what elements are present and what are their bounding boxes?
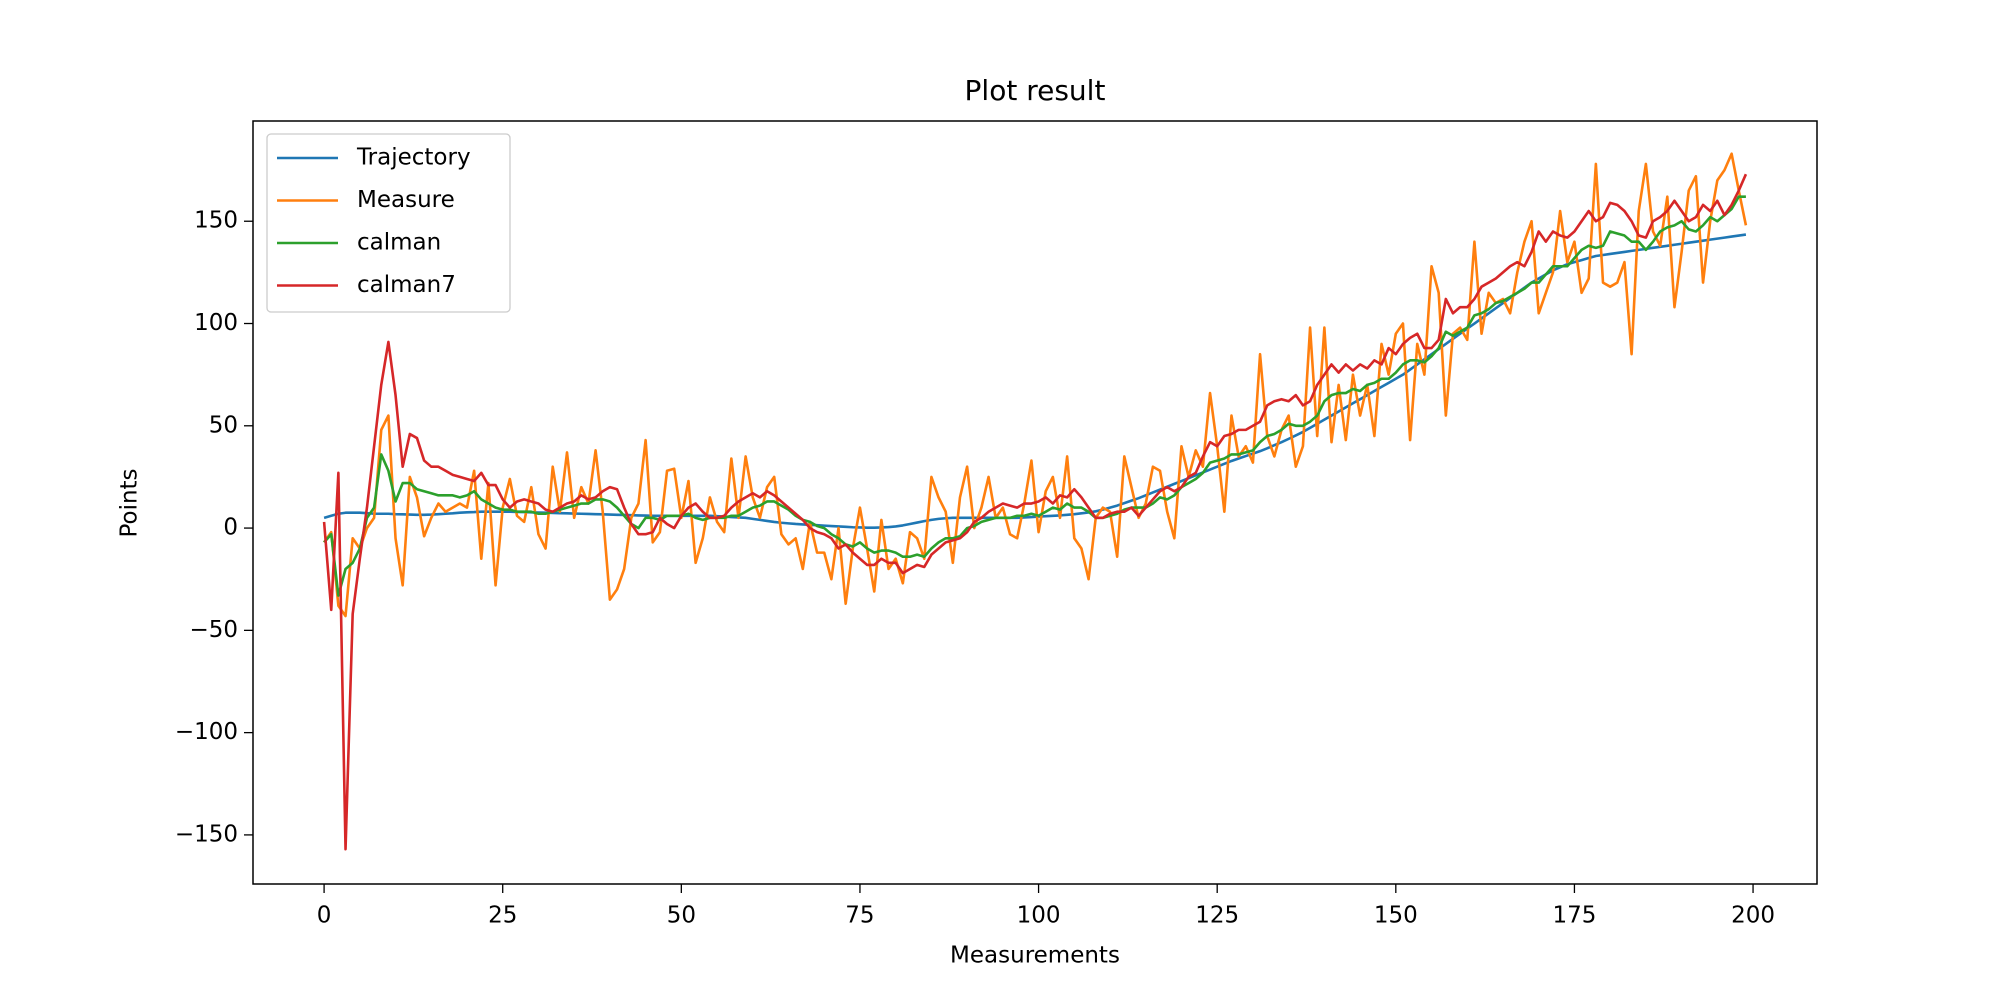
x-tick-label: 125 (1195, 903, 1239, 929)
series-line (323, 152, 1748, 618)
series-line (323, 195, 1746, 597)
y-tick-label: 0 (223, 515, 238, 541)
x-tick-label: 100 (1017, 903, 1061, 929)
x-tick-label: 175 (1552, 903, 1596, 929)
y-tick-label: 150 (194, 208, 238, 234)
x-tick-label: 50 (667, 903, 696, 929)
x-tick-label: 0 (317, 903, 332, 929)
y-tick-label: 50 (209, 412, 238, 438)
plot-area (322, 152, 1748, 851)
x-tick-label: 75 (845, 903, 874, 929)
y-tick-label: −150 (175, 821, 238, 847)
chart-title: Plot result (965, 74, 1106, 107)
legend-label: Measure (357, 187, 455, 213)
legend-box (266, 133, 511, 313)
series-line (322, 173, 1748, 851)
legend-label: calman (357, 230, 441, 256)
axes-frame (252, 120, 1818, 885)
y-tick-label: 100 (194, 310, 238, 336)
x-axis-label: Measurements (950, 943, 1120, 969)
legend-label: Trajectory (356, 145, 471, 171)
legend-label: calman7 (357, 272, 456, 298)
x-tick-label: 200 (1731, 903, 1775, 929)
y-axis-label: Points (117, 468, 143, 537)
y-tick-label: −50 (189, 617, 238, 643)
y-tick-label: −100 (175, 719, 238, 745)
legend: Trajectory Measure calman calman7 (266, 133, 511, 313)
x-tick-label: 150 (1374, 903, 1418, 929)
x-tick-label: 25 (488, 903, 517, 929)
